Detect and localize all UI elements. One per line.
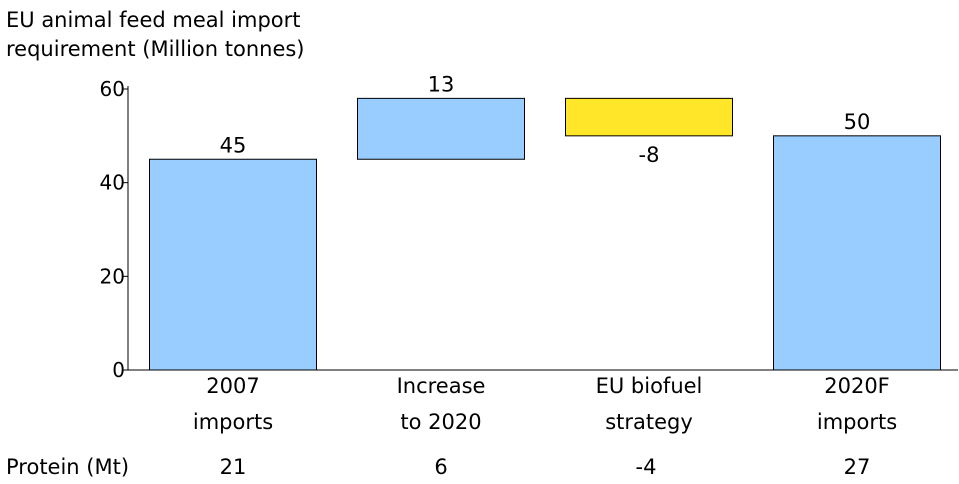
- x-tick-label: imports: [817, 410, 897, 434]
- bar: [565, 97, 733, 137]
- protein-value: 27: [844, 455, 871, 479]
- category-labels: 2007 imports Increase to 2020 EU biofuel stra…: [193, 374, 897, 434]
- y-tick-label: 40: [100, 171, 125, 195]
- x-tick-label: 2020F: [824, 374, 890, 398]
- y-ticks: 0 20 40 60: [100, 77, 128, 382]
- bar: [149, 158, 317, 371]
- bar: [773, 135, 941, 371]
- protein-row-label: Protein (Mt): [6, 455, 129, 479]
- protein-values: 21 6 -4 27: [220, 455, 871, 479]
- x-tick-label: to 2020: [400, 410, 481, 434]
- protein-value: 6: [434, 455, 447, 479]
- bar-value-label: -8: [639, 143, 660, 167]
- protein-value: 21: [220, 455, 247, 479]
- bars-group: 45 13 -8 50: [149, 72, 941, 371]
- bar-value-label: 50: [844, 110, 871, 134]
- bar-value-label: 13: [428, 72, 455, 96]
- x-tick-label: imports: [193, 410, 273, 434]
- x-tick-label: 2007: [206, 374, 259, 398]
- chart-title-line-2: requirement (Million tonnes): [6, 37, 305, 61]
- y-tick-label: 20: [100, 264, 125, 288]
- bar: [357, 97, 525, 160]
- bar-value-label: 45: [220, 133, 247, 157]
- x-tick-label: Increase: [397, 374, 486, 398]
- x-tick-label: EU biofuel: [596, 374, 703, 398]
- y-tick-label: 60: [100, 77, 125, 101]
- protein-value: -4: [636, 455, 657, 479]
- y-tick-label: 0: [112, 358, 125, 382]
- x-tick-label: strategy: [605, 410, 693, 434]
- chart-title-line-1: EU animal feed meal import: [6, 8, 301, 32]
